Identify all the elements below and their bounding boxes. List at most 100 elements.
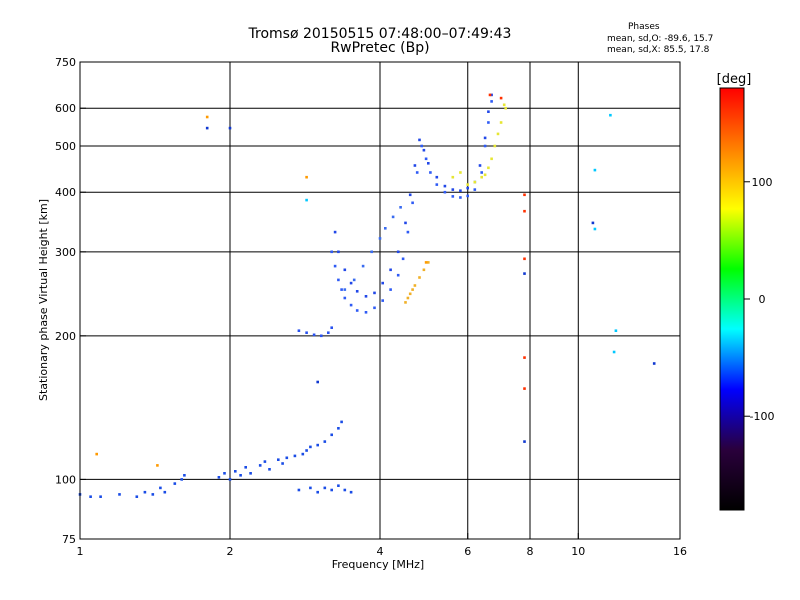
data-point [488,93,492,97]
data-point [499,121,503,124]
data-point [327,331,330,334]
data-point [159,486,162,490]
data-point [173,482,177,485]
data-point [523,272,526,275]
y-tick-label: 300 [55,246,76,259]
x-tick-label: 16 [673,545,687,558]
data-point [483,136,487,140]
data-point [404,221,407,225]
data-point [523,387,526,390]
data-point [249,472,252,475]
data-point [496,132,500,136]
y-tick-label: 75 [62,533,76,546]
data-point [349,490,353,494]
y-axis-label: Stationary phase Virtual Height [km] [37,199,50,401]
data-point [305,449,308,452]
data-point [156,464,159,467]
y-tick-label: 750 [55,56,76,69]
data-point [523,356,526,359]
data-point [361,264,365,268]
data-point [309,486,312,490]
data-point [401,257,405,261]
data-point [364,311,368,314]
data-point [223,472,226,475]
data-point [320,334,323,338]
data-point [473,188,477,191]
data-point [316,380,319,384]
data-point [316,490,319,494]
x-tick-label: 1 [77,545,84,558]
data-point [396,250,400,254]
data-point [466,183,469,186]
data-point [427,162,430,165]
data-point [487,121,490,124]
data-point [389,268,392,272]
data-point [459,196,462,199]
data-point [355,309,359,312]
data-point [424,157,428,161]
y-tick-label: 400 [55,186,76,199]
data-point [228,126,232,130]
data-point [466,186,469,190]
data-point [330,433,333,437]
data-point [408,292,412,296]
data-point [285,456,289,460]
data-point [404,301,407,304]
data-point [340,288,343,291]
data-point [330,250,333,254]
data-point [364,295,368,298]
colorbar-tick-label: 100 [752,176,773,189]
data-point [333,264,337,268]
phases-heading: Phases [628,22,660,32]
data-point [427,261,430,264]
data-point [340,420,343,424]
data-point [244,466,247,469]
data-point [333,230,337,234]
data-point [399,206,402,209]
data-point [373,306,376,310]
data-point [337,484,340,487]
data-point [609,113,612,117]
data-point [143,490,147,494]
data-point [337,250,340,254]
x-axis-label: Frequency [MHz] [332,558,424,571]
data-point [343,296,347,300]
data-point [378,237,382,240]
data-point [451,188,455,191]
data-point [418,276,421,279]
data-point [163,490,167,494]
data-point [411,201,414,205]
data-point [413,164,417,167]
data-point [483,144,487,148]
data-point [239,474,242,477]
data-point [499,96,503,100]
colorbar-tick-label: -100 [750,410,775,423]
axis-ticks: 1 2 4 6 8 10 16 75 100 200 300 400 500 600 750 [55,56,687,558]
data-point [483,173,487,177]
data-point [217,476,221,479]
data-point [523,257,526,261]
data-point [652,362,656,365]
data-point [389,288,392,291]
data-point [349,303,353,307]
data-point [480,171,483,174]
data-point [135,495,139,498]
data-point [593,227,597,231]
data-point [406,230,410,234]
x-tick-label: 4 [377,545,384,558]
data-point [309,445,312,449]
data-point [451,175,455,179]
x-tick-label: 6 [464,545,471,558]
colorbar-scale [719,87,745,511]
data-point [422,268,426,272]
data-point [180,478,183,481]
data-point [435,175,439,179]
data-point [381,281,384,285]
chart-subtitle: RwPretec (Bp) [330,40,430,56]
data-point [422,148,426,152]
data-point [523,440,526,443]
data-point [297,488,301,492]
y-tick-label: 600 [55,102,76,115]
data-point [504,106,507,110]
